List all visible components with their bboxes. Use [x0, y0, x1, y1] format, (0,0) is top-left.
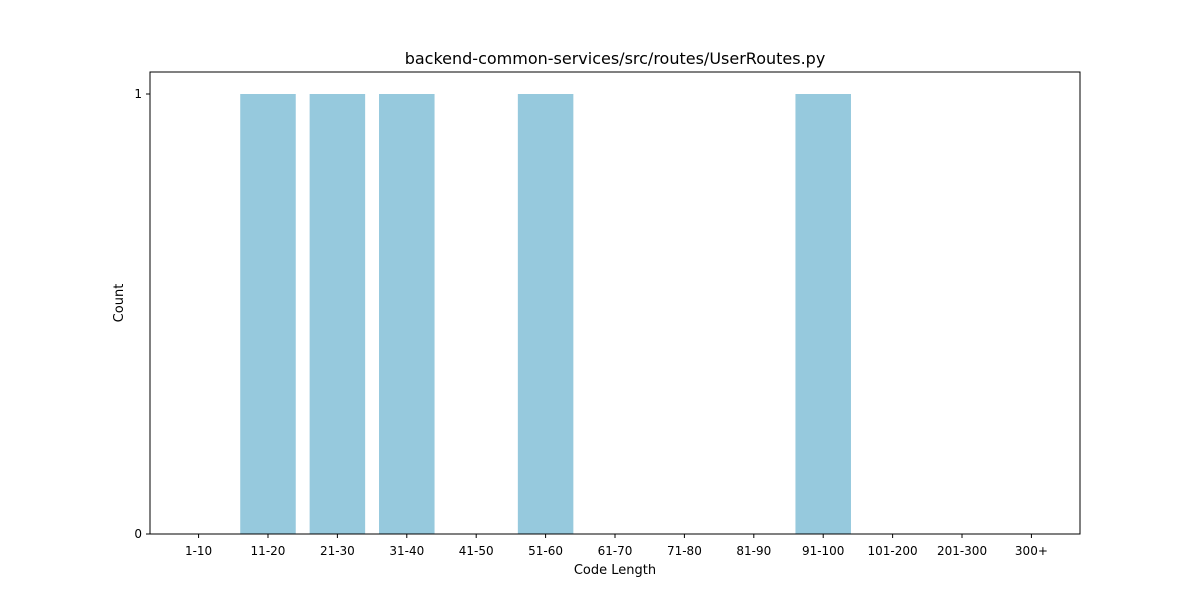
x-tick-label: 101-200	[868, 544, 918, 558]
y-tick-label: 1	[134, 87, 142, 101]
x-tick-label: 51-60	[528, 544, 563, 558]
x-tick-label: 21-30	[320, 544, 355, 558]
bar-91-100	[795, 94, 851, 534]
y-tick-label: 0	[134, 527, 142, 541]
x-tick-label: 81-90	[736, 544, 771, 558]
bar-21-30	[309, 94, 366, 534]
x-tick-label: 300+	[1015, 544, 1048, 558]
chart-title: backend-common-services/src/routes/UserR…	[405, 49, 826, 68]
bar-51-60	[517, 94, 574, 534]
x-tick-label: 201-300	[937, 544, 987, 558]
y-axis-ticks: 01	[134, 87, 150, 541]
bar-11-20	[240, 94, 296, 534]
x-tick-label: 41-50	[459, 544, 494, 558]
bars-group	[240, 94, 851, 534]
x-axis-label: Code Length	[574, 563, 656, 578]
y-axis-label: Count	[112, 284, 127, 323]
x-tick-label: 11-20	[251, 544, 286, 558]
bar-31-40	[379, 94, 435, 534]
x-axis-ticks: 1-10 11-20 21-30 31-40 41-50 51-60 61-70 71-80 8…	[185, 534, 1048, 558]
x-tick-label: 31-40	[389, 544, 424, 558]
x-tick-label: 71-80	[667, 544, 702, 558]
plot-frame	[149, 71, 1081, 535]
x-tick-label: 61-70	[598, 544, 633, 558]
x-tick-label: 1-10	[185, 544, 212, 558]
x-tick-label: 91-100	[802, 544, 845, 558]
